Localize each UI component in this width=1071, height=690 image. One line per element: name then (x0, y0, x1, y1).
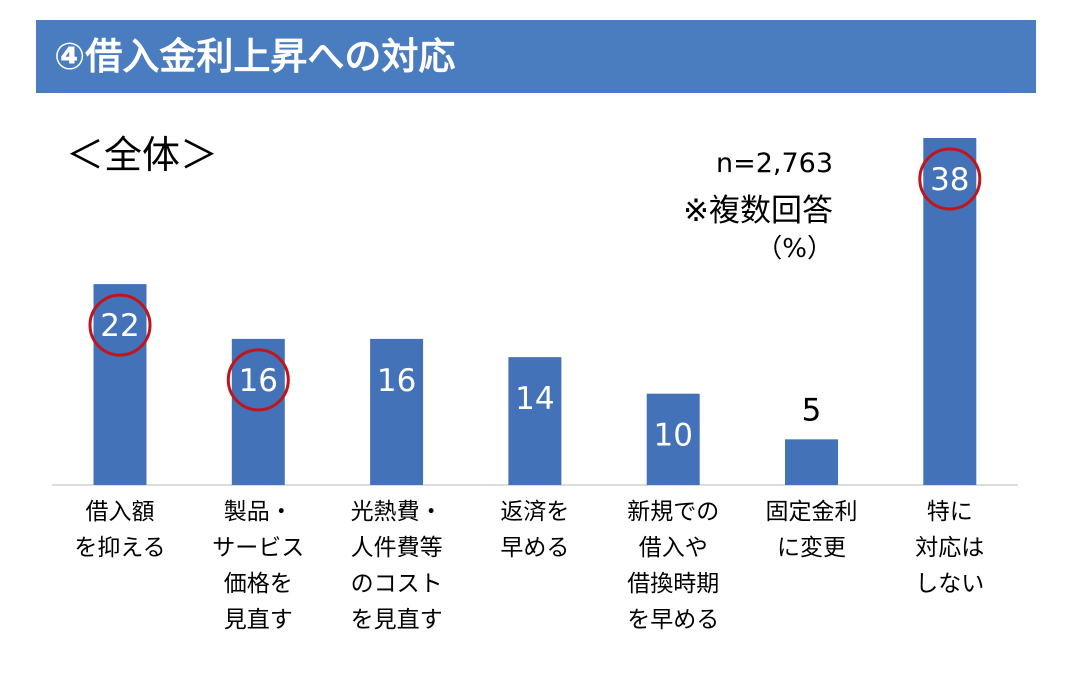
category-label-1: 製品・ サービス 価格を 見直す (212, 499, 305, 633)
multiple-answer-note: ※複数回答 (683, 193, 833, 229)
header-banner: ④借入金利上昇への対応 (36, 20, 1036, 93)
data-label-1: 16 (239, 363, 278, 399)
bar-0 (93, 284, 147, 485)
data-label-4: 10 (653, 418, 692, 454)
category-label-0: 借入額 を抑える (74, 499, 166, 561)
category-label-2: 光熱費・ 人件費等 のコスト を見直す (350, 499, 443, 633)
highlight-circle-6 (918, 147, 982, 211)
data-label-3: 14 (515, 381, 554, 417)
data-label-2: 16 (377, 363, 416, 399)
category-label-6: 特に 対応は しない (915, 499, 985, 597)
highlight-circle-1 (226, 348, 290, 412)
category-label-5: 固定金利 に変更 (765, 499, 858, 561)
bar-4 (646, 393, 700, 485)
unit-label: （%） (756, 234, 833, 264)
scope-label: ＜全体＞ (66, 133, 219, 177)
bar-5 (785, 439, 838, 485)
bar-3 (508, 357, 562, 485)
category-label-4: 新規での 借入や 借換時期 を早める (627, 499, 720, 633)
category-label-3: 返済を 早める (500, 499, 570, 561)
data-label-6: 38 (930, 162, 969, 198)
data-label-5: 5 (802, 392, 822, 428)
page-title: ④借入金利上昇への対応 (54, 35, 456, 78)
bar-1 (231, 338, 285, 485)
highlight-circle-0 (88, 293, 152, 357)
sample-size: n=2,763 (715, 148, 833, 179)
bar-2 (370, 338, 424, 485)
bar-6 (923, 138, 977, 485)
data-label-0: 22 (100, 308, 139, 344)
